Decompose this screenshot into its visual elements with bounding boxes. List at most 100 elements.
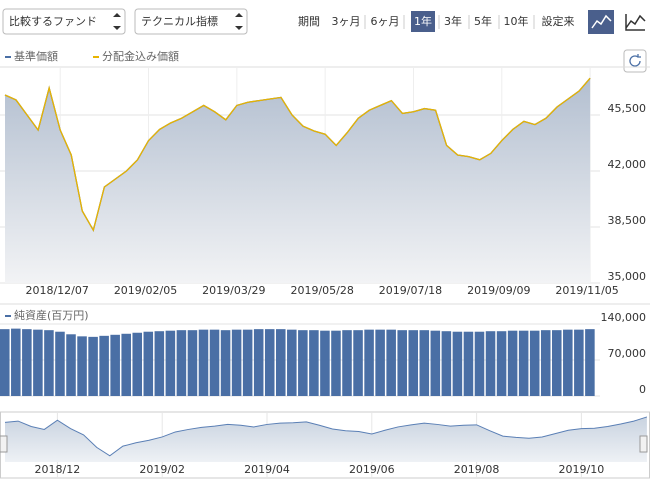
bar: [132, 332, 143, 396]
period-button[interactable]: [538, 11, 578, 32]
navigator-line: [4, 416, 648, 457]
bar: [507, 330, 518, 396]
period-button[interactable]: [411, 11, 435, 32]
select-arrow: [235, 13, 243, 30]
bar: [11, 328, 21, 396]
x-tick-label: 2019/04: [244, 463, 290, 476]
bar: [287, 329, 297, 396]
bar: [353, 330, 363, 396]
bar: [55, 331, 65, 396]
bar: [364, 329, 374, 396]
x-tick-label: 2018/12: [35, 463, 81, 476]
icon: [591, 14, 612, 29]
bar: [253, 329, 264, 396]
bar: [419, 330, 430, 396]
line: [4, 77, 591, 232]
bar: [264, 329, 275, 396]
x-tick-label: 2019/02/05: [114, 284, 177, 297]
indicator-select[interactable]: [134, 8, 248, 35]
y-tick-label: 42,000: [608, 158, 647, 171]
period-button[interactable]: [370, 11, 400, 32]
legend-label: 純資産(百万円): [14, 309, 89, 322]
bar: [220, 330, 231, 396]
x-tick-label: 2019/10: [559, 463, 605, 476]
bar: [88, 336, 98, 396]
period-option: 10年: [504, 14, 529, 28]
bar: [276, 329, 286, 396]
x-tick-label: 2019/09/09: [467, 284, 530, 297]
bar: [22, 329, 32, 396]
bar: [397, 330, 407, 396]
x-tick-label: 2019/08: [454, 463, 500, 476]
legend-label: 基準価額: [14, 49, 58, 63]
x-tick-label: 2019/05/28: [290, 284, 353, 297]
bar: [430, 330, 441, 396]
icon: [625, 14, 646, 31]
bar: [496, 331, 507, 396]
bar: [408, 330, 419, 396]
legend-label: 分配金込み価額: [102, 49, 179, 63]
bar: [552, 330, 562, 396]
bar: [540, 330, 551, 396]
period-option: 3ヶ月: [332, 15, 361, 28]
reset-button[interactable]: [623, 49, 647, 73]
fund-select[interactable]: [2, 8, 126, 35]
bar: [342, 330, 352, 396]
bar: [187, 330, 198, 396]
bar: [176, 330, 187, 396]
bar: [375, 329, 385, 396]
period-option: 1年: [414, 14, 432, 28]
y-tick-label: 45,500: [608, 102, 647, 115]
bar: [298, 330, 308, 396]
period-label: 期間: [298, 15, 320, 28]
x-tick-label: 2018/12/07: [25, 284, 88, 297]
bar: [33, 329, 43, 396]
navigator-handle[interactable]: [0, 435, 8, 453]
bar: [386, 329, 396, 396]
bar: [110, 334, 120, 396]
bar: [452, 331, 463, 396]
bar: [309, 330, 319, 396]
y-tick-label: 70,000: [608, 347, 647, 360]
bar: [0, 329, 10, 396]
bar: [441, 331, 452, 396]
bar: [574, 329, 584, 396]
bar: [485, 331, 496, 396]
x-tick-label: 2019/11/05: [555, 284, 618, 297]
indicator-select-label: テクニカル指標: [141, 14, 218, 28]
bar: [518, 330, 529, 396]
navigator-area: [5, 416, 647, 462]
bar: [99, 335, 109, 396]
select-arrow: [113, 13, 121, 30]
bar: [585, 329, 595, 396]
period-button[interactable]: [471, 11, 495, 32]
period-option: 3年: [444, 14, 462, 28]
area: [5, 78, 591, 283]
bar: [320, 330, 330, 396]
period-option: 設定来: [542, 14, 575, 28]
x-tick-label: 2019/03/29: [202, 284, 265, 297]
bar: [143, 331, 154, 396]
bar: [209, 329, 220, 396]
x-tick-label: 2019/07/18: [379, 284, 442, 297]
y-tick-label: 35,000: [608, 270, 647, 283]
period-button[interactable]: [331, 11, 361, 32]
chart-type-area[interactable]: [588, 10, 614, 34]
y-tick-label: 38,500: [608, 214, 647, 227]
bar: [563, 329, 573, 396]
bar: [474, 331, 485, 396]
bar: [165, 330, 176, 396]
navigator-handle[interactable]: [639, 435, 648, 453]
bar: [77, 336, 87, 396]
bar: [242, 329, 253, 396]
x-tick-label: 2019/02: [139, 463, 185, 476]
period-button[interactable]: [441, 11, 465, 32]
period-button[interactable]: [502, 11, 530, 32]
y-tick-label: 140,000: [601, 311, 647, 324]
bar: [198, 329, 209, 396]
period-option: 6ヶ月: [371, 15, 400, 28]
bar: [331, 330, 341, 396]
fund-select-label: 比較するファンド: [9, 14, 97, 28]
